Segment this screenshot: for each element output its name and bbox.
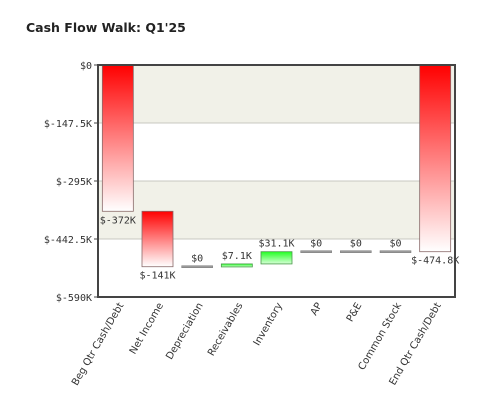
bar	[101, 64, 134, 212]
bar	[181, 265, 213, 268]
x-category-label: AP	[309, 301, 325, 318]
bar	[419, 64, 452, 253]
data-label: $0	[191, 254, 203, 265]
y-tick-label: $0	[80, 61, 92, 72]
y-tick-labels: $0 $-147.5K $-295K $-442.5K $-590K	[44, 61, 92, 304]
bar	[220, 263, 253, 268]
x-category-label: Beg Qtr Cash/Debt	[70, 301, 126, 388]
x-category-label: Common Stock	[357, 301, 405, 372]
axis-frame	[97, 64, 456, 298]
plot-band	[98, 123, 455, 181]
data-labels: $-372K $-141K $0 $7.1K $31.1K $0 $0 $0 $-474.8K	[100, 215, 459, 281]
plot-band	[98, 65, 455, 123]
data-label: $0	[350, 239, 362, 250]
data-label: $-474.8K	[411, 256, 459, 267]
y-tick-label: $-442.5K	[44, 235, 92, 246]
plot-bands	[98, 65, 455, 297]
data-label: $0	[389, 239, 401, 250]
bar	[141, 210, 174, 268]
bar	[340, 250, 372, 253]
y-tick-label: $-147.5K	[44, 119, 92, 130]
x-category-label: Depreciation	[164, 301, 205, 362]
y-tick-label: $-295K	[56, 177, 92, 188]
x-category-label: Inventory	[252, 301, 285, 348]
data-label: $-141K	[139, 271, 175, 282]
x-category-label: P&E	[345, 301, 365, 324]
x-category-label: Net Income	[128, 301, 166, 356]
chart-title: Cash Flow Walk: Q1'25	[26, 20, 186, 35]
data-label: $-372K	[100, 215, 136, 226]
data-label: $0	[310, 239, 322, 250]
x-category-label: Receivables	[206, 301, 245, 358]
bar	[300, 250, 332, 253]
plot-frame	[97, 64, 456, 298]
data-label: $31.1K	[258, 239, 294, 250]
bar	[379, 250, 412, 253]
y-tick-label: $-590K	[56, 293, 92, 304]
bar	[260, 251, 293, 265]
data-label: $7.1K	[222, 251, 252, 262]
bars	[101, 64, 452, 268]
